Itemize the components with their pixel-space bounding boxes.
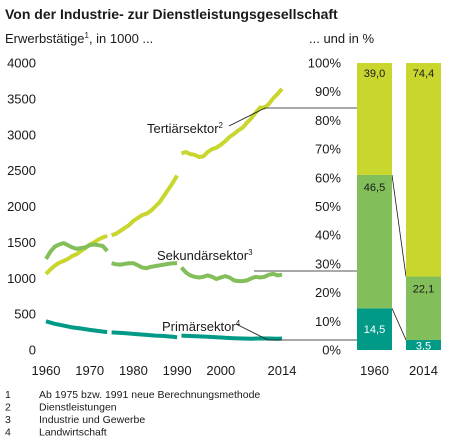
line-y-tick-label: 4000	[7, 56, 36, 71]
line-y-tick-label: 2500	[7, 163, 36, 178]
stacked-bars: 14,5 46,5 39,0 1960 3,5 22,1 74,4 2014	[357, 63, 441, 378]
series-line-primarsektor	[45, 319, 108, 335]
bar-value-label-primarsektor-1960: 14,5	[364, 324, 385, 336]
series-label-primarsektor: Primärsektor4	[162, 319, 241, 334]
bar-segment-primarsektor-1960	[357, 308, 392, 350]
bar-segment-sekundarsektor-2014	[406, 276, 441, 340]
line-x-tick-label: 2014	[268, 363, 297, 378]
line-y-tick-label: 500	[14, 307, 36, 322]
footnote-text: Industrie und Gewerbe	[39, 414, 145, 426]
bar-y-tick-label: 20%	[315, 285, 341, 300]
bar-segment-tertiarsektor-2014	[406, 63, 441, 277]
line-chart-axes: 0 500 1000 1500 2000 2500 3000 3500 4000 1960 1970…	[7, 56, 296, 379]
series-line-tertiarsektor	[180, 87, 284, 159]
bar-y-tick-label: 40%	[315, 228, 341, 243]
line-chart-series	[44, 87, 284, 341]
bar-y-axis-title: ... und in %	[309, 31, 374, 46]
bar-value-label-sekundarsektor-1960: 46,5	[364, 182, 385, 194]
footnote-text: Landwirtschaft	[39, 427, 107, 439]
bar-value-label-primarsektor-2014: 3,5	[416, 341, 431, 353]
line-y-tick-label: 0	[29, 343, 36, 358]
footnote-number: 1	[5, 389, 11, 401]
footnote-number: 3	[5, 414, 11, 426]
bar-y-tick-label: 50%	[315, 199, 341, 214]
line-y-tick-label: 3500	[7, 91, 36, 106]
bar-x-tick-label: 2014	[409, 363, 438, 378]
line-y-tick-label: 2000	[7, 199, 36, 214]
line-x-tick-label: 1980	[119, 363, 148, 378]
bar-y-tick-label: 30%	[315, 256, 341, 271]
series-line-primarsektor	[181, 333, 283, 341]
bar-y-tick-label: 90%	[315, 84, 341, 99]
footnote-number: 2	[5, 402, 11, 414]
bar-value-label-sekundarsektor-2014: 22,1	[413, 284, 434, 296]
footnote-text: Dienstleistungen	[39, 402, 117, 414]
connector-line-boundary-tertiary	[391, 174, 407, 277]
bar-y-tick-label: 80%	[315, 113, 341, 128]
series-line-tertiarsektor	[44, 234, 108, 276]
footnote-text: Ab 1975 bzw. 1991 neue Berechnungsmethod…	[39, 389, 260, 401]
line-y-axis-title: Erwerbstätige1, in 1000 ...	[5, 31, 153, 46]
footnotes: 1 Ab 1975 bzw. 1991 neue Berechnungsmetho…	[5, 389, 260, 439]
bar-value-label-tertiarsektor-2014: 74,4	[413, 68, 434, 80]
line-series-labels: Tertiärsektor2 Sekundärsektor3 Primärsekto…	[147, 121, 253, 334]
series-line-tertiarsektor	[110, 174, 179, 238]
connector-line-tertiarsektor	[228, 107, 357, 127]
line-x-tick-label: 1970	[75, 363, 104, 378]
footnote-number: 4	[5, 427, 11, 439]
line-x-tick-label: 1960	[32, 363, 61, 378]
series-line-primarsektor	[111, 330, 178, 340]
bar-segment-primarsektor-2014	[406, 339, 441, 350]
connector-line-primarsektor	[235, 323, 357, 341]
series-connector-lines	[228, 107, 407, 341]
bar-value-label-tertiarsektor-1960: 39,0	[364, 68, 385, 80]
bar-x-tick-label: 1960	[360, 363, 389, 378]
bar-y-tick-label: 10%	[315, 314, 341, 329]
bar-y-tick-label: 0%	[322, 343, 341, 358]
connector-line-boundary-primary	[391, 308, 407, 341]
series-label-sekundarsektor: Sekundärsektor3	[157, 248, 253, 263]
line-x-tick-label: 2000	[206, 363, 235, 378]
bar-y-tick-label: 100%	[308, 56, 342, 71]
bar-y-tick-label: 60%	[315, 170, 341, 185]
bar-segment-tertiarsektor-1960	[357, 63, 392, 175]
chart-title: Von der Industrie- zur Dienstleistungsge…	[5, 6, 338, 22]
bar-segment-sekundarsektor-1960	[357, 174, 392, 309]
bar-y-tick-label: 70%	[315, 142, 341, 157]
series-label-tertiarsektor: Tertiärsektor2	[147, 121, 224, 136]
line-y-tick-label: 1000	[7, 271, 36, 286]
line-y-tick-label: 1500	[7, 235, 36, 250]
bar-chart-axis: 0% 10% 20% 30% 40% 50% 60% 70% 80% 90% 100%	[308, 56, 342, 358]
series-line-sekundarsektor	[111, 261, 178, 271]
line-x-tick-label: 1990	[163, 363, 192, 378]
series-line-sekundarsektor	[44, 241, 109, 260]
series-line-sekundarsektor	[179, 266, 283, 284]
line-y-tick-label: 3000	[7, 127, 36, 142]
